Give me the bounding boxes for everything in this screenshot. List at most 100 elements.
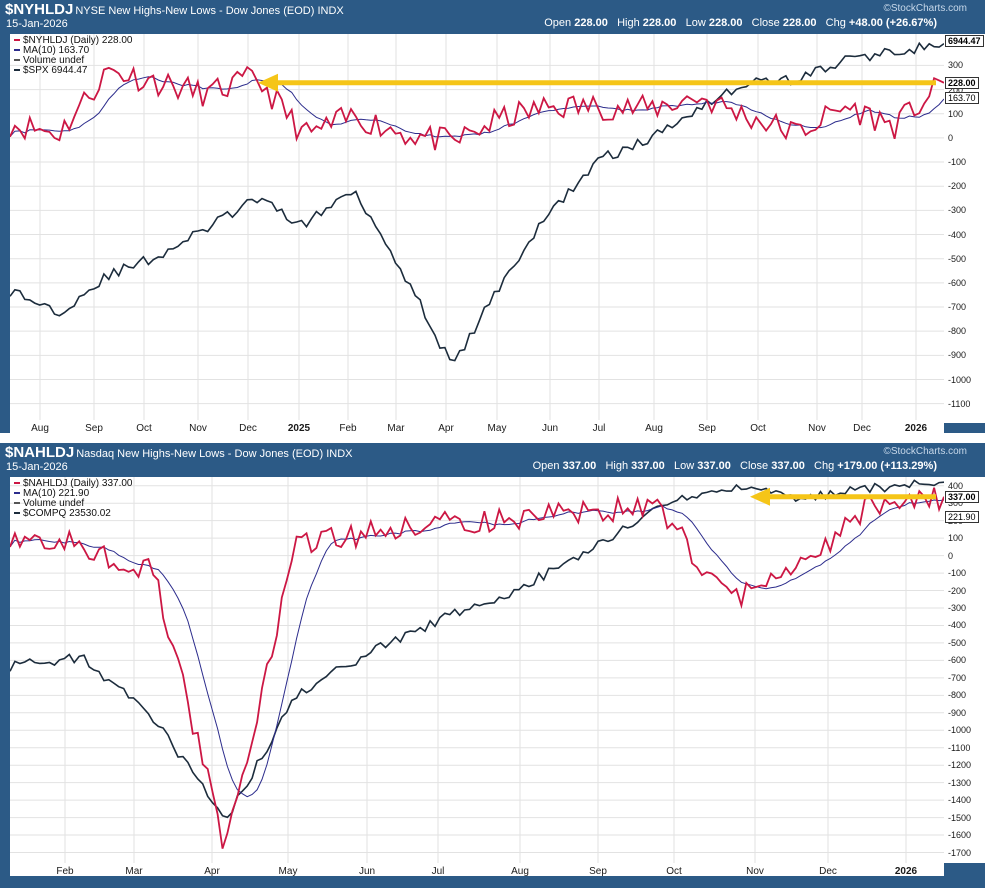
legend-item-hilo: $NAHLDJ (Daily) 337.00 — [14, 479, 133, 489]
y-tick-label: 300 — [948, 60, 964, 71]
y-tick-label: -500 — [948, 253, 967, 264]
y-tick-label: -400 — [948, 620, 967, 631]
last-value-tag: 228.00 — [945, 76, 979, 89]
y-tick-label: -300 — [948, 602, 967, 613]
y-tick-label: 0 — [948, 132, 954, 143]
x-tick-label: Nov — [746, 866, 764, 877]
y-tick-label: -600 — [948, 277, 967, 288]
y-tick-label: -1600 — [948, 830, 972, 841]
legend-item-overlay: $COMPQ 23530.02 — [14, 509, 133, 519]
chart-panel-nahldj: $NAHLDJ Nasdaq New Highs-New Lows - Dow J… — [0, 443, 985, 888]
x-tick-label: Sep — [698, 423, 716, 434]
panel-header: $NYHLDJ NYSE New Highs-New Lows - Dow Jon… — [0, 0, 985, 34]
chart-description: NYSE New Highs-New Lows - Dow Jones (EOD… — [75, 5, 344, 17]
y-tick-label: -1000 — [948, 725, 972, 736]
y-tick-label: 300 — [948, 498, 964, 509]
x-tick-label: Dec — [819, 866, 837, 877]
legend-item-volume: Volume undef — [14, 56, 133, 66]
chart-date: 15-Jan-2026 — [6, 461, 68, 473]
y-tick-label: -700 — [948, 672, 967, 683]
y-axis: 300 200 100 0 -100 -200 -300 -400 -500 -600 -700 -8… — [944, 34, 985, 423]
legend: $NYHLDJ (Daily) 228.00 MA(10) 163.70 Vol… — [14, 36, 133, 76]
x-axis: Feb Mar Apr May Jun Jul Aug Sep Oct Nov Dec 2026 — [10, 863, 944, 877]
y-tick-label: -100 — [948, 157, 967, 168]
x-tick-label: Nov — [808, 423, 826, 434]
legend-item-volume: Volume undef — [14, 499, 133, 509]
x-tick-label: Dec — [239, 423, 257, 434]
x-axis: Aug Sep Oct Nov Dec 2025 Feb Mar Apr May Jun Jul Aug… — [10, 420, 944, 434]
x-tick-label: May — [487, 423, 507, 434]
chart-date: 15-Jan-2026 — [6, 18, 68, 30]
chart-description: Nasdaq New Highs-New Lows - Dow Jones (E… — [76, 448, 353, 460]
legend-item-ma: MA(10) 163.70 — [14, 46, 133, 56]
chart-svg — [10, 34, 944, 423]
x-tick-label: May — [278, 866, 298, 877]
y-tick-label: 100 — [948, 533, 964, 544]
y-tick-label: -400 — [948, 229, 967, 240]
y-tick-label: -700 — [948, 302, 967, 313]
y-tick-label: 0 — [948, 550, 954, 561]
legend: $NAHLDJ (Daily) 337.00 MA(10) 221.90 Vol… — [14, 479, 133, 519]
x-tick-label: Dec — [853, 423, 871, 434]
ma-value-tag: 221.90 — [945, 510, 979, 523]
x-tick-label: Aug — [511, 866, 529, 877]
chart-panel-nyhldj: $NYHLDJ NYSE New Highs-New Lows - Dow Jon… — [0, 0, 985, 434]
moving-average-line — [10, 499, 944, 798]
y-tick-label: -200 — [948, 181, 967, 192]
x-tick-label: Sep — [589, 866, 607, 877]
legend-item-overlay: $SPX 6944.47 — [14, 66, 133, 76]
y-tick-label: -200 — [948, 585, 967, 596]
x-tick-label: Feb — [56, 866, 74, 877]
x-tick-label: Jul — [431, 866, 445, 877]
overlay-value-tag: 6944.47 — [945, 35, 984, 48]
plot-area[interactable]: $NAHLDJ (Daily) 337.00 MA(10) 221.90 Vol… — [10, 477, 944, 863]
x-tick-label: Nov — [189, 423, 207, 434]
y-tick-label: -1100 — [948, 398, 971, 409]
y-tick-label: -900 — [948, 350, 967, 361]
y-tick-label: -1300 — [948, 777, 972, 788]
x-tick-label: 2025 — [287, 423, 311, 434]
x-tick-label: Jun — [541, 423, 559, 434]
last-value-tag: 337.00 — [945, 490, 979, 503]
y-tick-label: 100 — [948, 108, 964, 119]
y-tick-label: -600 — [948, 655, 967, 666]
y-tick-label: -800 — [948, 326, 967, 337]
brand-watermark: ©StockCharts.com — [883, 3, 967, 14]
legend-item-hilo: $NYHLDJ (Daily) 228.00 — [14, 36, 133, 46]
overlay-index-line — [10, 41, 944, 362]
ma-value-tag: 163.70 — [945, 92, 979, 105]
x-tick-label: Oct — [666, 866, 682, 877]
x-tick-label: Oct — [136, 423, 152, 434]
x-tick-label: Jul — [592, 423, 606, 434]
y-tick-label: 200 — [948, 84, 964, 95]
moving-average-line — [10, 76, 944, 138]
y-tick-label: -300 — [948, 205, 967, 216]
y-tick-label: -500 — [948, 637, 967, 648]
y-tick-label: -900 — [948, 707, 967, 718]
chart-symbol: $NAHLDJ Nasdaq New Highs-New Lows - Dow J… — [5, 444, 353, 461]
panel-header: $NAHLDJ Nasdaq New Highs-New Lows - Dow J… — [0, 443, 985, 477]
ohlc-readout: Open 228.00 High 228.00 Low 228.00 Close… — [544, 17, 937, 29]
highs-lows-line — [10, 65, 944, 151]
y-tick-label: -1500 — [948, 812, 972, 823]
x-tick-label: Apr — [438, 423, 454, 434]
x-tick-label: Apr — [204, 866, 220, 877]
y-tick-label: -1200 — [948, 760, 972, 771]
x-tick-label: Feb — [339, 423, 357, 434]
y-tick-label: 400 — [948, 480, 964, 491]
x-tick-label: Oct — [750, 423, 766, 434]
annotation-arrow-head — [750, 487, 770, 506]
x-tick-label: 2026 — [904, 423, 928, 434]
plot-area[interactable]: $NYHLDJ (Daily) 228.00 MA(10) 163.70 Vol… — [10, 34, 944, 423]
x-tick-label: Sep — [85, 423, 103, 434]
chart-symbol: $NYHLDJ NYSE New Highs-New Lows - Dow Jon… — [5, 1, 344, 18]
annotation-arrow-head — [258, 73, 278, 92]
y-tick-label: -1400 — [948, 795, 972, 806]
y-axis: 4003002001000-100-200-300-400-500-600-70… — [944, 477, 985, 863]
highs-lows-line — [10, 487, 944, 849]
x-tick-label: Mar — [387, 423, 405, 434]
x-tick-label: Mar — [125, 866, 143, 877]
x-tick-label: Jun — [358, 866, 376, 877]
y-tick-label: -1700 — [948, 847, 972, 858]
x-tick-label: 2026 — [894, 866, 918, 877]
